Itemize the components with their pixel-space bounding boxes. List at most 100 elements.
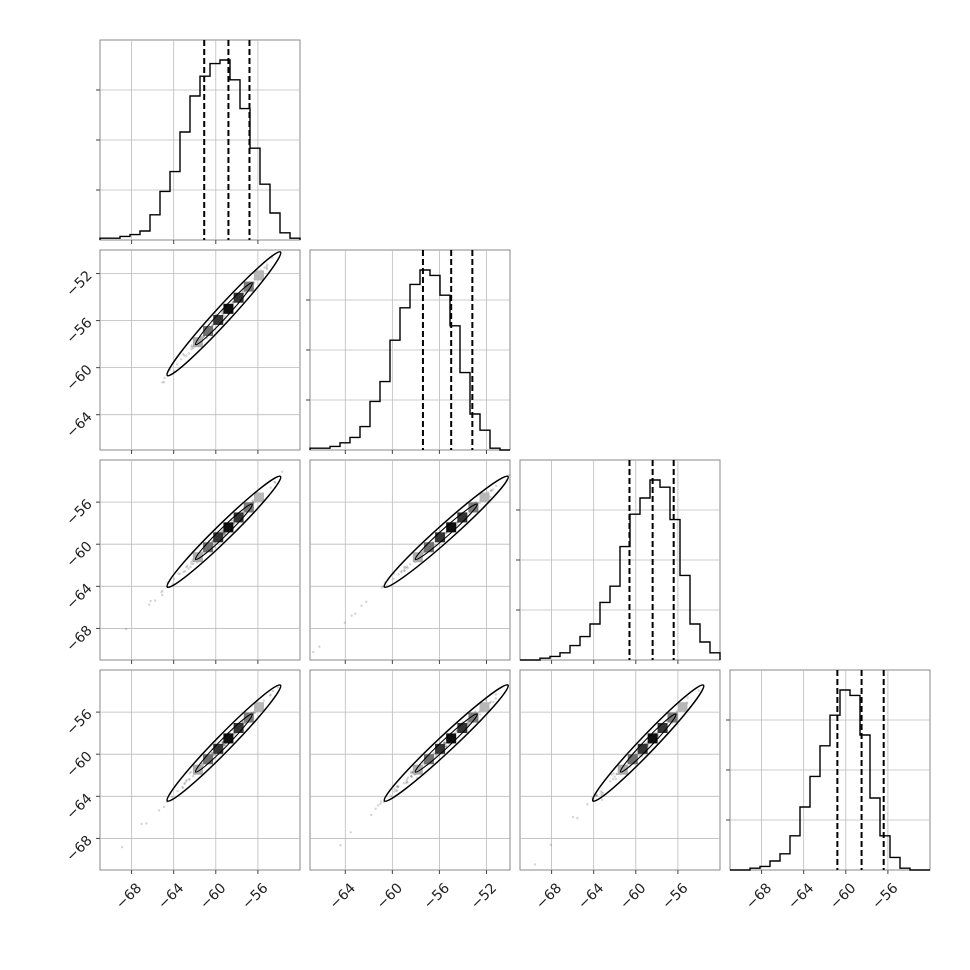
scatter-point-2-0 — [153, 599, 157, 602]
scatter-point-1-0 — [266, 263, 269, 266]
density-cell-3-1 — [479, 702, 490, 713]
scatter-point-3-0 — [140, 822, 143, 826]
scatter-point-3-0 — [157, 809, 161, 812]
scatter-point-3-0 — [210, 751, 213, 755]
density-cell-2-1 — [457, 512, 468, 523]
scatter-point-2-0 — [241, 510, 245, 513]
scatter-point-3-0 — [271, 689, 275, 693]
scatter-point-3-0 — [185, 778, 188, 782]
scatter-point-3-0 — [184, 780, 188, 783]
density-cell-1-0 — [243, 281, 254, 292]
scatter-point-2-1 — [350, 614, 353, 617]
scatter-point-2-1 — [403, 569, 406, 572]
scatter-point-1-0 — [263, 266, 266, 269]
y-tick-label-3-2: −64 — [63, 791, 95, 823]
scatter-point-3-2 — [601, 791, 605, 795]
scatter-point-3-0 — [191, 774, 195, 778]
x-tick-label-0-2: −60 — [197, 880, 229, 912]
scatter-point-1-0 — [161, 381, 164, 384]
density-cell-2-0 — [223, 522, 234, 533]
y-tick-label-1-1: −56 — [63, 315, 95, 347]
scatter-point-3-1 — [409, 770, 413, 774]
scatter-point-1-0 — [181, 353, 185, 356]
y-tick-label-2-2: −64 — [63, 581, 95, 613]
x-tick-label-3-1: −64 — [785, 880, 817, 912]
density-cell-2-0 — [233, 512, 244, 523]
scatter-point-1-0 — [176, 363, 179, 366]
scatter-point-3-0 — [224, 743, 227, 747]
scatter-point-3-2 — [614, 777, 618, 781]
scatter-point-3-0 — [262, 699, 266, 702]
histogram-3 — [730, 689, 930, 871]
scatter-point-3-0 — [213, 753, 217, 757]
panel-3-1 — [309, 669, 511, 871]
scatter-point-3-1 — [444, 744, 448, 748]
density-cell-3-2 — [617, 764, 628, 775]
scatter-point-2-1 — [403, 569, 406, 572]
scatter-point-3-0 — [189, 770, 193, 774]
scatter-point-3-2 — [600, 798, 604, 801]
density-cell-3-0 — [253, 702, 264, 713]
scatter-point-2-1 — [343, 621, 347, 624]
scatter-point-1-0 — [162, 380, 166, 384]
y-tick-label-2-3: −68 — [63, 623, 95, 655]
scatter-point-3-1 — [379, 802, 382, 806]
scatter-point-3-2 — [576, 816, 579, 820]
scatter-point-3-1 — [442, 741, 446, 744]
scatter-point-2-0 — [177, 572, 180, 575]
scatter-point-2-0 — [221, 529, 224, 533]
density-cell-2-0 — [243, 502, 254, 513]
histogram-2 — [520, 479, 721, 661]
scatter-point-2-1 — [381, 586, 384, 589]
scatter-point-2-1 — [489, 489, 493, 492]
scatter-point-2-0 — [251, 499, 254, 502]
y-tick-label-3-1: −60 — [63, 749, 95, 781]
scatter-point-3-1 — [393, 790, 396, 793]
contour-outer-3-0 — [166, 684, 282, 802]
scatter-point-2-1 — [495, 484, 498, 488]
scatter-point-2-1 — [403, 567, 406, 570]
scatter-point-3-1 — [376, 804, 380, 807]
scatter-point-3-1 — [492, 700, 495, 704]
scatter-point-3-0 — [269, 693, 272, 696]
y-tick-label-3-0: −56 — [63, 706, 95, 738]
x-tick-label-0-1: −64 — [155, 880, 187, 912]
scatter-point-3-1 — [405, 780, 409, 783]
scatter-point-1-0 — [231, 300, 234, 304]
density-cell-3-1 — [468, 712, 479, 723]
density-cell-3-0 — [223, 733, 234, 744]
scatter-point-2-1 — [491, 488, 495, 491]
density-cell-2-0 — [213, 532, 224, 543]
panel-2-1 — [309, 459, 511, 661]
scatter-point-2-0 — [187, 567, 190, 570]
scatter-point-2-0 — [269, 486, 272, 489]
scatter-point-3-2 — [610, 773, 614, 776]
scatter-point-3-2 — [675, 709, 678, 713]
scatter-point-3-1 — [349, 831, 352, 834]
scatter-point-3-0 — [181, 785, 184, 789]
scatter-point-3-1 — [443, 741, 446, 745]
density-cell-1-0 — [233, 292, 244, 303]
scatter-point-2-0 — [185, 564, 189, 567]
scatter-point-2-0 — [190, 560, 193, 564]
contour-outer-1-0 — [166, 251, 282, 377]
scatter-point-3-1 — [395, 785, 398, 788]
density-cell-2-1 — [435, 532, 446, 543]
x-tick-label-1-0: −64 — [327, 880, 359, 912]
scatter-point-3-1 — [402, 781, 406, 785]
scatter-point-1-0 — [190, 345, 193, 349]
scatter-point-2-0 — [178, 572, 182, 576]
density-cell-1-0 — [253, 270, 264, 281]
scatter-point-3-1 — [409, 772, 413, 775]
scatter-point-3-2 — [611, 777, 615, 781]
scatter-point-2-0 — [149, 599, 152, 603]
scatter-point-3-0 — [210, 752, 213, 755]
scatter-point-3-0 — [170, 795, 174, 799]
histogram-1 — [309, 269, 510, 451]
scatter-point-3-1 — [406, 776, 410, 779]
scatter-point-2-1 — [408, 563, 412, 566]
y-tick-label-2-0: −56 — [63, 496, 95, 528]
scatter-point-2-0 — [160, 590, 163, 594]
scatter-point-1-0 — [185, 354, 188, 357]
